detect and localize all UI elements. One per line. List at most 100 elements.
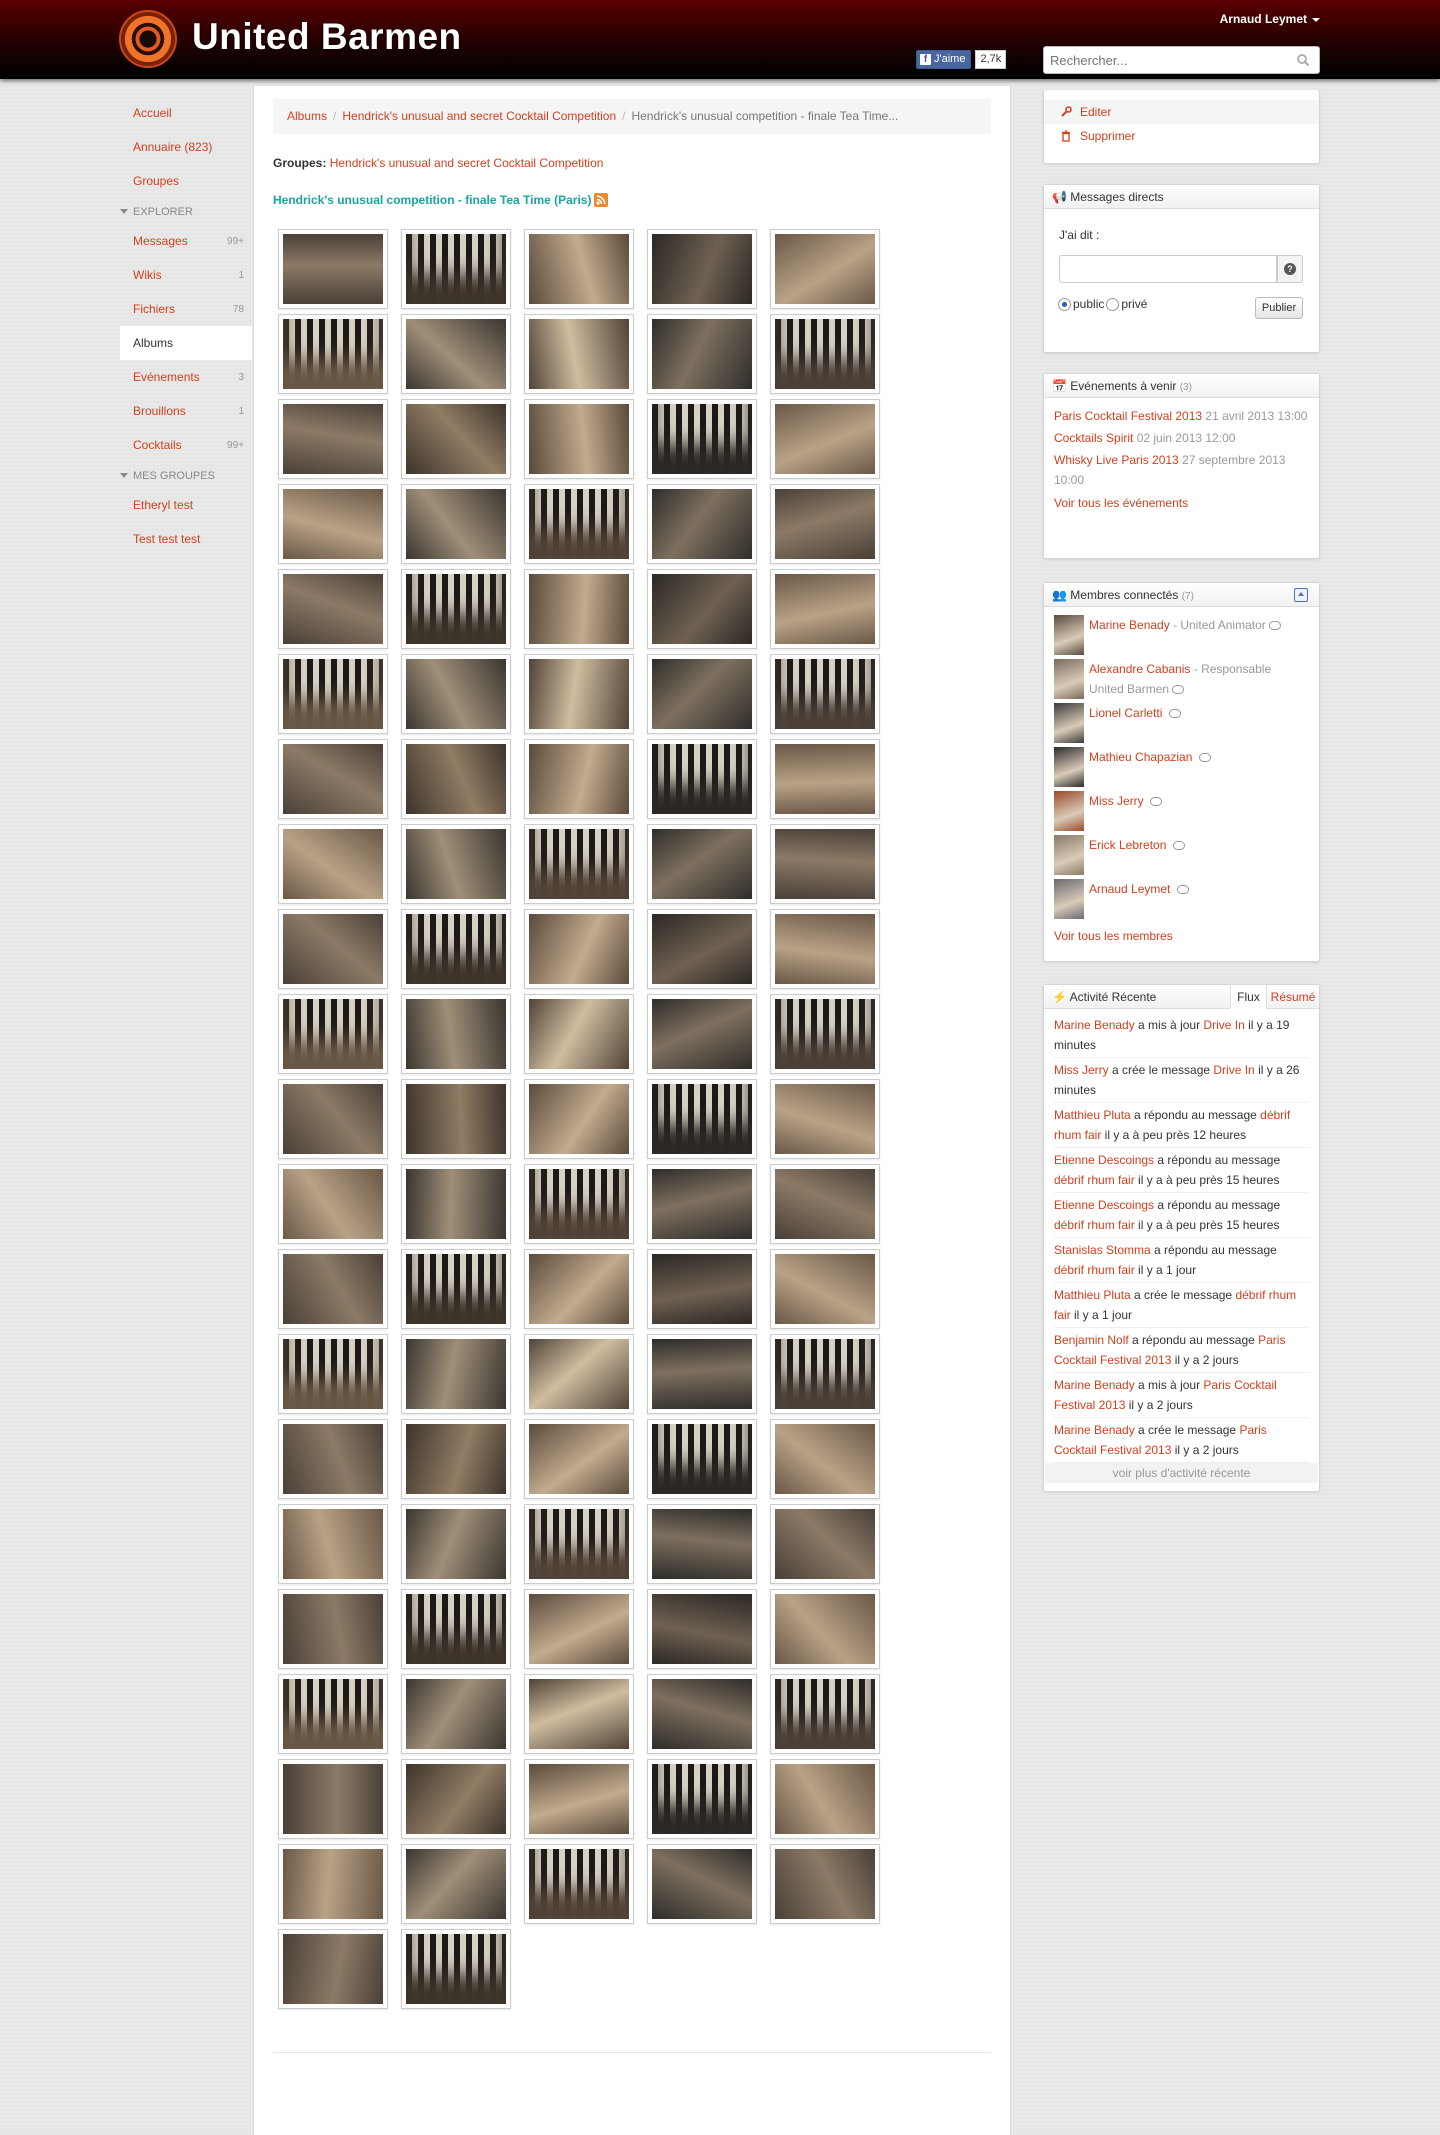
album-photo-thumbnail[interactable] (770, 314, 880, 394)
album-photo-thumbnail[interactable] (524, 1164, 634, 1244)
album-photo-thumbnail[interactable] (524, 824, 634, 904)
album-photo-thumbnail[interactable] (647, 569, 757, 649)
album-photo-thumbnail[interactable] (770, 994, 880, 1074)
album-photo-thumbnail[interactable] (647, 909, 757, 989)
album-photo-thumbnail[interactable] (647, 1759, 757, 1839)
activity-user-link[interactable]: Stanislas Stomma (1054, 1243, 1151, 1257)
brand-name[interactable]: United Barmen (192, 16, 462, 57)
nav-group-etheryl[interactable]: Etheryl test (133, 498, 194, 512)
album-photo-thumbnail[interactable] (401, 569, 511, 649)
album-photo-thumbnail[interactable] (770, 399, 880, 479)
album-photo-thumbnail[interactable] (278, 1844, 388, 1924)
album-photo-thumbnail[interactable] (524, 739, 634, 819)
album-photo-thumbnail[interactable] (278, 1334, 388, 1414)
activity-target-link[interactable]: débrif rhum fair (1054, 1288, 1297, 1322)
album-photo-thumbnail[interactable] (278, 909, 388, 989)
publish-button[interactable]: Publier (1255, 297, 1303, 319)
album-photo-thumbnail[interactable] (278, 484, 388, 564)
album-photo-thumbnail[interactable] (278, 1674, 388, 1754)
avatar[interactable] (1054, 659, 1084, 699)
album-photo-thumbnail[interactable] (401, 654, 511, 734)
album-photo-thumbnail[interactable] (770, 1589, 880, 1669)
member-name-link[interactable]: Alexandre Cabanis (1089, 662, 1191, 676)
album-photo-thumbnail[interactable] (770, 654, 880, 734)
event-link[interactable]: Whisky Live Paris 2013 (1054, 453, 1179, 467)
united-barmen-logo-icon[interactable] (119, 10, 177, 68)
album-photo-thumbnail[interactable] (401, 484, 511, 564)
chat-bubble-icon[interactable] (1268, 621, 1281, 631)
activity-user-link[interactable]: Etienne Descoings (1054, 1198, 1155, 1212)
album-photo-thumbnail[interactable] (647, 484, 757, 564)
album-photo-thumbnail[interactable] (524, 909, 634, 989)
album-photo-thumbnail[interactable] (647, 1334, 757, 1414)
album-photo-thumbnail[interactable] (401, 909, 511, 989)
album-photo-thumbnail[interactable] (647, 314, 757, 394)
album-photo-thumbnail[interactable] (278, 1419, 388, 1499)
nav-fichiers[interactable]: Fichiers 78 (120, 292, 250, 326)
avatar[interactable] (1054, 615, 1084, 655)
album-photo-thumbnail[interactable] (524, 654, 634, 734)
chat-bubble-icon[interactable] (1172, 685, 1185, 695)
rss-icon[interactable] (594, 193, 609, 207)
member-name-link[interactable]: Arnaud Leymet (1089, 882, 1171, 896)
see-all-members-link[interactable]: Voir tous les membres (1054, 929, 1173, 943)
activity-target-link[interactable]: débrif rhum fair (1054, 1173, 1135, 1187)
tab-resume[interactable]: Résumé (1270, 990, 1316, 1004)
album-photo-thumbnail[interactable] (770, 1079, 880, 1159)
album-photo-thumbnail[interactable] (647, 229, 757, 309)
chat-bubble-icon[interactable] (1198, 753, 1211, 763)
my-groups-header[interactable]: MES GROUPES (120, 462, 250, 488)
album-photo-thumbnail[interactable] (647, 1419, 757, 1499)
activity-target-link[interactable]: débrif rhum fair (1054, 1218, 1135, 1232)
album-photo-thumbnail[interactable] (401, 1079, 511, 1159)
album-photo-thumbnail[interactable] (401, 399, 511, 479)
album-photo-thumbnail[interactable] (524, 1079, 634, 1159)
album-photo-thumbnail[interactable] (524, 1334, 634, 1414)
album-photo-thumbnail[interactable] (647, 654, 757, 734)
avatar[interactable] (1054, 835, 1084, 875)
album-photo-thumbnail[interactable] (401, 1759, 511, 1839)
activity-target-link[interactable]: Drive In (1203, 1018, 1245, 1032)
album-photo-thumbnail[interactable] (770, 569, 880, 649)
more-activity-link[interactable]: voir plus d'activité récente (1045, 1463, 1318, 1483)
album-photo-thumbnail[interactable] (647, 1079, 757, 1159)
edit-action[interactable]: Editer (1044, 100, 1319, 124)
breadcrumb-albums[interactable]: Albums (287, 109, 328, 123)
avatar[interactable] (1054, 791, 1084, 831)
album-photo-thumbnail[interactable] (278, 1504, 388, 1584)
album-title-text[interactable]: Hendrick's unusual competition - finale … (273, 193, 592, 207)
collapse-panel-icon[interactable] (1294, 588, 1308, 602)
nav-evenements[interactable]: Evénements 3 (120, 360, 250, 394)
album-photo-thumbnail[interactable] (278, 1249, 388, 1329)
nav-groupes[interactable]: Groupes (133, 174, 180, 188)
album-photo-thumbnail[interactable] (770, 1249, 880, 1329)
chat-bubble-icon[interactable] (1176, 885, 1189, 895)
album-photo-thumbnail[interactable] (401, 1504, 511, 1584)
album-photo-thumbnail[interactable] (770, 229, 880, 309)
nav-brouillons[interactable]: Brouillons 1 (120, 394, 250, 428)
nav-annuaire[interactable]: Annuaire (823) (133, 140, 213, 154)
album-photo-thumbnail[interactable] (770, 1844, 880, 1924)
album-photo-thumbnail[interactable] (278, 654, 388, 734)
album-photo-thumbnail[interactable] (401, 1164, 511, 1244)
event-link[interactable]: Paris Cocktail Festival 2013 (1054, 409, 1203, 423)
album-photo-thumbnail[interactable] (401, 1674, 511, 1754)
album-photo-thumbnail[interactable] (770, 1759, 880, 1839)
activity-target-link[interactable]: Paris Cocktail Festival 2013 (1054, 1333, 1286, 1367)
album-photo-thumbnail[interactable] (278, 1164, 388, 1244)
nav-albums[interactable]: Albums (120, 326, 252, 360)
album-photo-thumbnail[interactable] (524, 1844, 634, 1924)
album-photo-thumbnail[interactable] (278, 824, 388, 904)
album-photo-thumbnail[interactable] (770, 1674, 880, 1754)
member-name-link[interactable]: Lionel Carletti (1089, 706, 1163, 720)
delete-action[interactable]: Supprimer (1044, 124, 1319, 148)
album-photo-thumbnail[interactable] (278, 994, 388, 1074)
album-photo-thumbnail[interactable] (524, 1674, 634, 1754)
album-photo-thumbnail[interactable] (524, 994, 634, 1074)
album-photo-thumbnail[interactable] (770, 1504, 880, 1584)
album-photo-thumbnail[interactable] (524, 1249, 634, 1329)
album-photo-thumbnail[interactable] (401, 1334, 511, 1414)
activity-user-link[interactable]: Marine Benady (1054, 1378, 1135, 1392)
album-photo-thumbnail[interactable] (647, 994, 757, 1074)
avatar[interactable] (1054, 747, 1084, 787)
